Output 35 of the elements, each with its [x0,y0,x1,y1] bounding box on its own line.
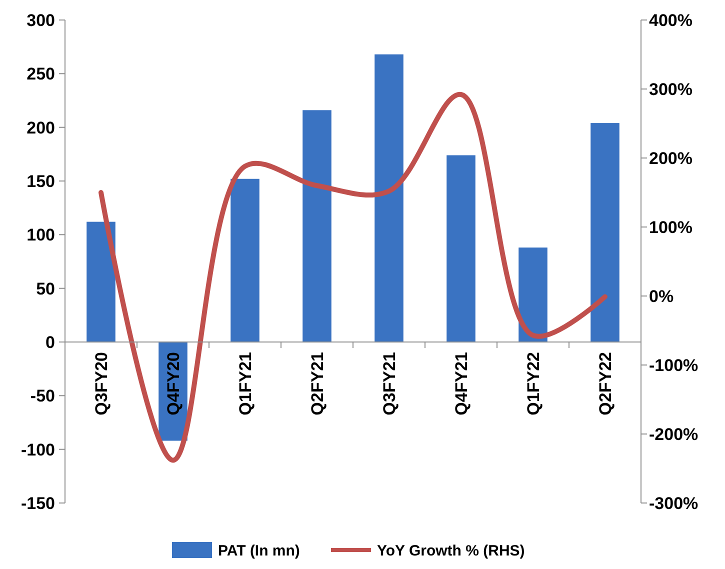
x-tick-label: Q2FY21 [308,352,327,416]
x-tick-label: Q4FY20 [164,352,183,416]
bar [86,222,116,342]
y-tick-label: 150 [26,172,55,191]
y-tick-label: 300 [26,10,55,30]
y2-tick-label: -300% [649,494,698,513]
y2-tick-label: -200% [649,424,698,444]
y-tick-label: -100 [20,440,55,460]
x-tick-label: Q3FY20 [92,352,111,416]
y2-tick-label: 300% [649,80,692,99]
legend-label: YoY Growth % (RHS) [377,542,525,560]
x-tick-label: Q2FY22 [596,352,615,416]
y-tick-label: -50 [30,386,55,406]
bar [518,248,548,342]
x-tick-label: Q1FY22 [524,352,543,416]
x-tick-label: Q1FY21 [236,352,255,416]
y2-tick-label: -100% [649,356,698,375]
y-tick-label: 50 [36,279,55,298]
y-tick-label: -150 [20,494,55,513]
x-tick-label: Q3FY21 [380,352,399,416]
y-tick-label: 100 [26,226,55,245]
y2-tick-label: 0% [649,286,674,306]
y-tick-label: 0 [46,332,55,352]
bar [230,178,260,342]
y-tick-label: 200 [26,118,55,138]
bar [590,123,620,342]
y-tick-label: 250 [26,64,55,84]
y2-tick-label: 200% [649,148,692,168]
bar [374,54,404,342]
bar [446,155,476,342]
y2-tick-label: 100% [649,218,692,237]
legend-label: PAT (In mn) [218,542,300,560]
bar [302,110,332,342]
y2-tick-label: 400% [649,10,692,30]
x-tick-label: Q4FY21 [452,352,471,416]
